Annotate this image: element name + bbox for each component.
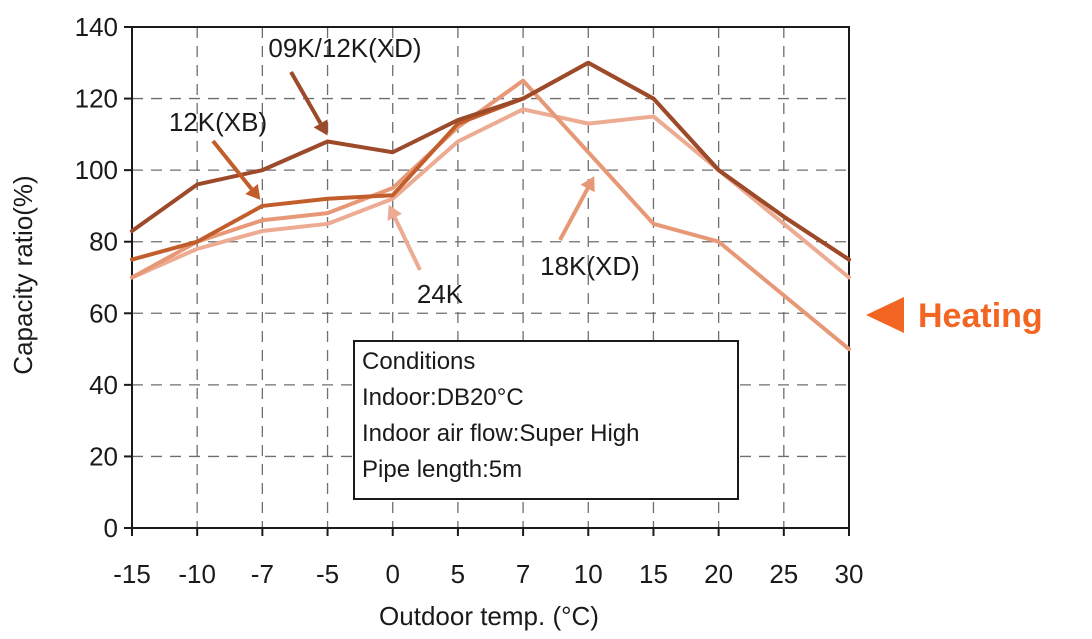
y-tick-label: 40: [89, 370, 118, 400]
y-axis-ticks: 0 20 40 60 80 100 120 140: [75, 12, 132, 543]
arrow-head-icon: [580, 176, 595, 193]
x-tick-label: 25: [769, 559, 798, 589]
y-tick-label: 120: [75, 84, 118, 114]
x-tick-label: -10: [178, 559, 216, 589]
annotation-arrow: [211, 139, 254, 191]
x-tick-label: 7: [516, 559, 530, 589]
x-tick-label: 15: [639, 559, 668, 589]
series-line: [130, 60, 851, 262]
series-line: [130, 78, 851, 352]
series-label: 12K(XB): [169, 107, 267, 137]
y-tick-label: 100: [75, 155, 118, 185]
series-annotations: 09K/12K(XD) 12K(XB) 24K 18K(XD): [169, 33, 640, 309]
arrow-head-icon: [387, 204, 402, 221]
y-axis-title: Capacity ratio(%): [8, 175, 38, 374]
heating-mode-label: Heating: [866, 297, 1043, 335]
left-triangle-icon: [866, 297, 904, 333]
series-label: 24K: [417, 279, 464, 309]
y-tick-label: 140: [75, 12, 118, 42]
y-tick-label: 20: [89, 441, 118, 471]
y-tick-label: 80: [89, 227, 118, 257]
x-tick-label: -15: [113, 559, 151, 589]
series-label: 09K/12K(XD): [268, 33, 421, 63]
x-axis-title: Outdoor temp. (°C): [379, 601, 599, 631]
y-tick-label: 0: [104, 513, 118, 543]
arrow-head-icon: [245, 184, 261, 200]
heating-label: Heating: [918, 297, 1043, 335]
x-tick-label: 10: [574, 559, 603, 589]
annotation-arrow: [289, 71, 323, 125]
conditions-line-3: Pipe length:5m: [362, 456, 522, 483]
x-tick-label: -5: [316, 559, 339, 589]
annotation-arrow: [392, 216, 422, 271]
annotation-arrow: [558, 187, 590, 241]
conditions-heading: Conditions: [362, 348, 475, 375]
grid-lines: [132, 27, 849, 528]
series-lines: [130, 60, 851, 352]
x-axis-ticks: -15 -10 -7 -5 0 5 7 10 15 20 25 30: [113, 528, 863, 589]
y-tick-label: 60: [89, 298, 118, 328]
x-tick-label: 30: [835, 559, 864, 589]
conditions-box: Conditions Indoor:DB20°C Indoor air flow…: [353, 340, 739, 500]
x-tick-label: -7: [251, 559, 274, 589]
arrow-head-icon: [313, 119, 328, 136]
conditions-line-1: Indoor:DB20°C: [362, 384, 524, 411]
conditions-line-2: Indoor air flow:Super High: [362, 420, 639, 447]
series-line: [130, 60, 851, 262]
series-label: 18K(XD): [540, 251, 640, 281]
x-tick-label: 5: [451, 559, 465, 589]
x-tick-label: 0: [385, 559, 399, 589]
x-tick-label: 20: [704, 559, 733, 589]
